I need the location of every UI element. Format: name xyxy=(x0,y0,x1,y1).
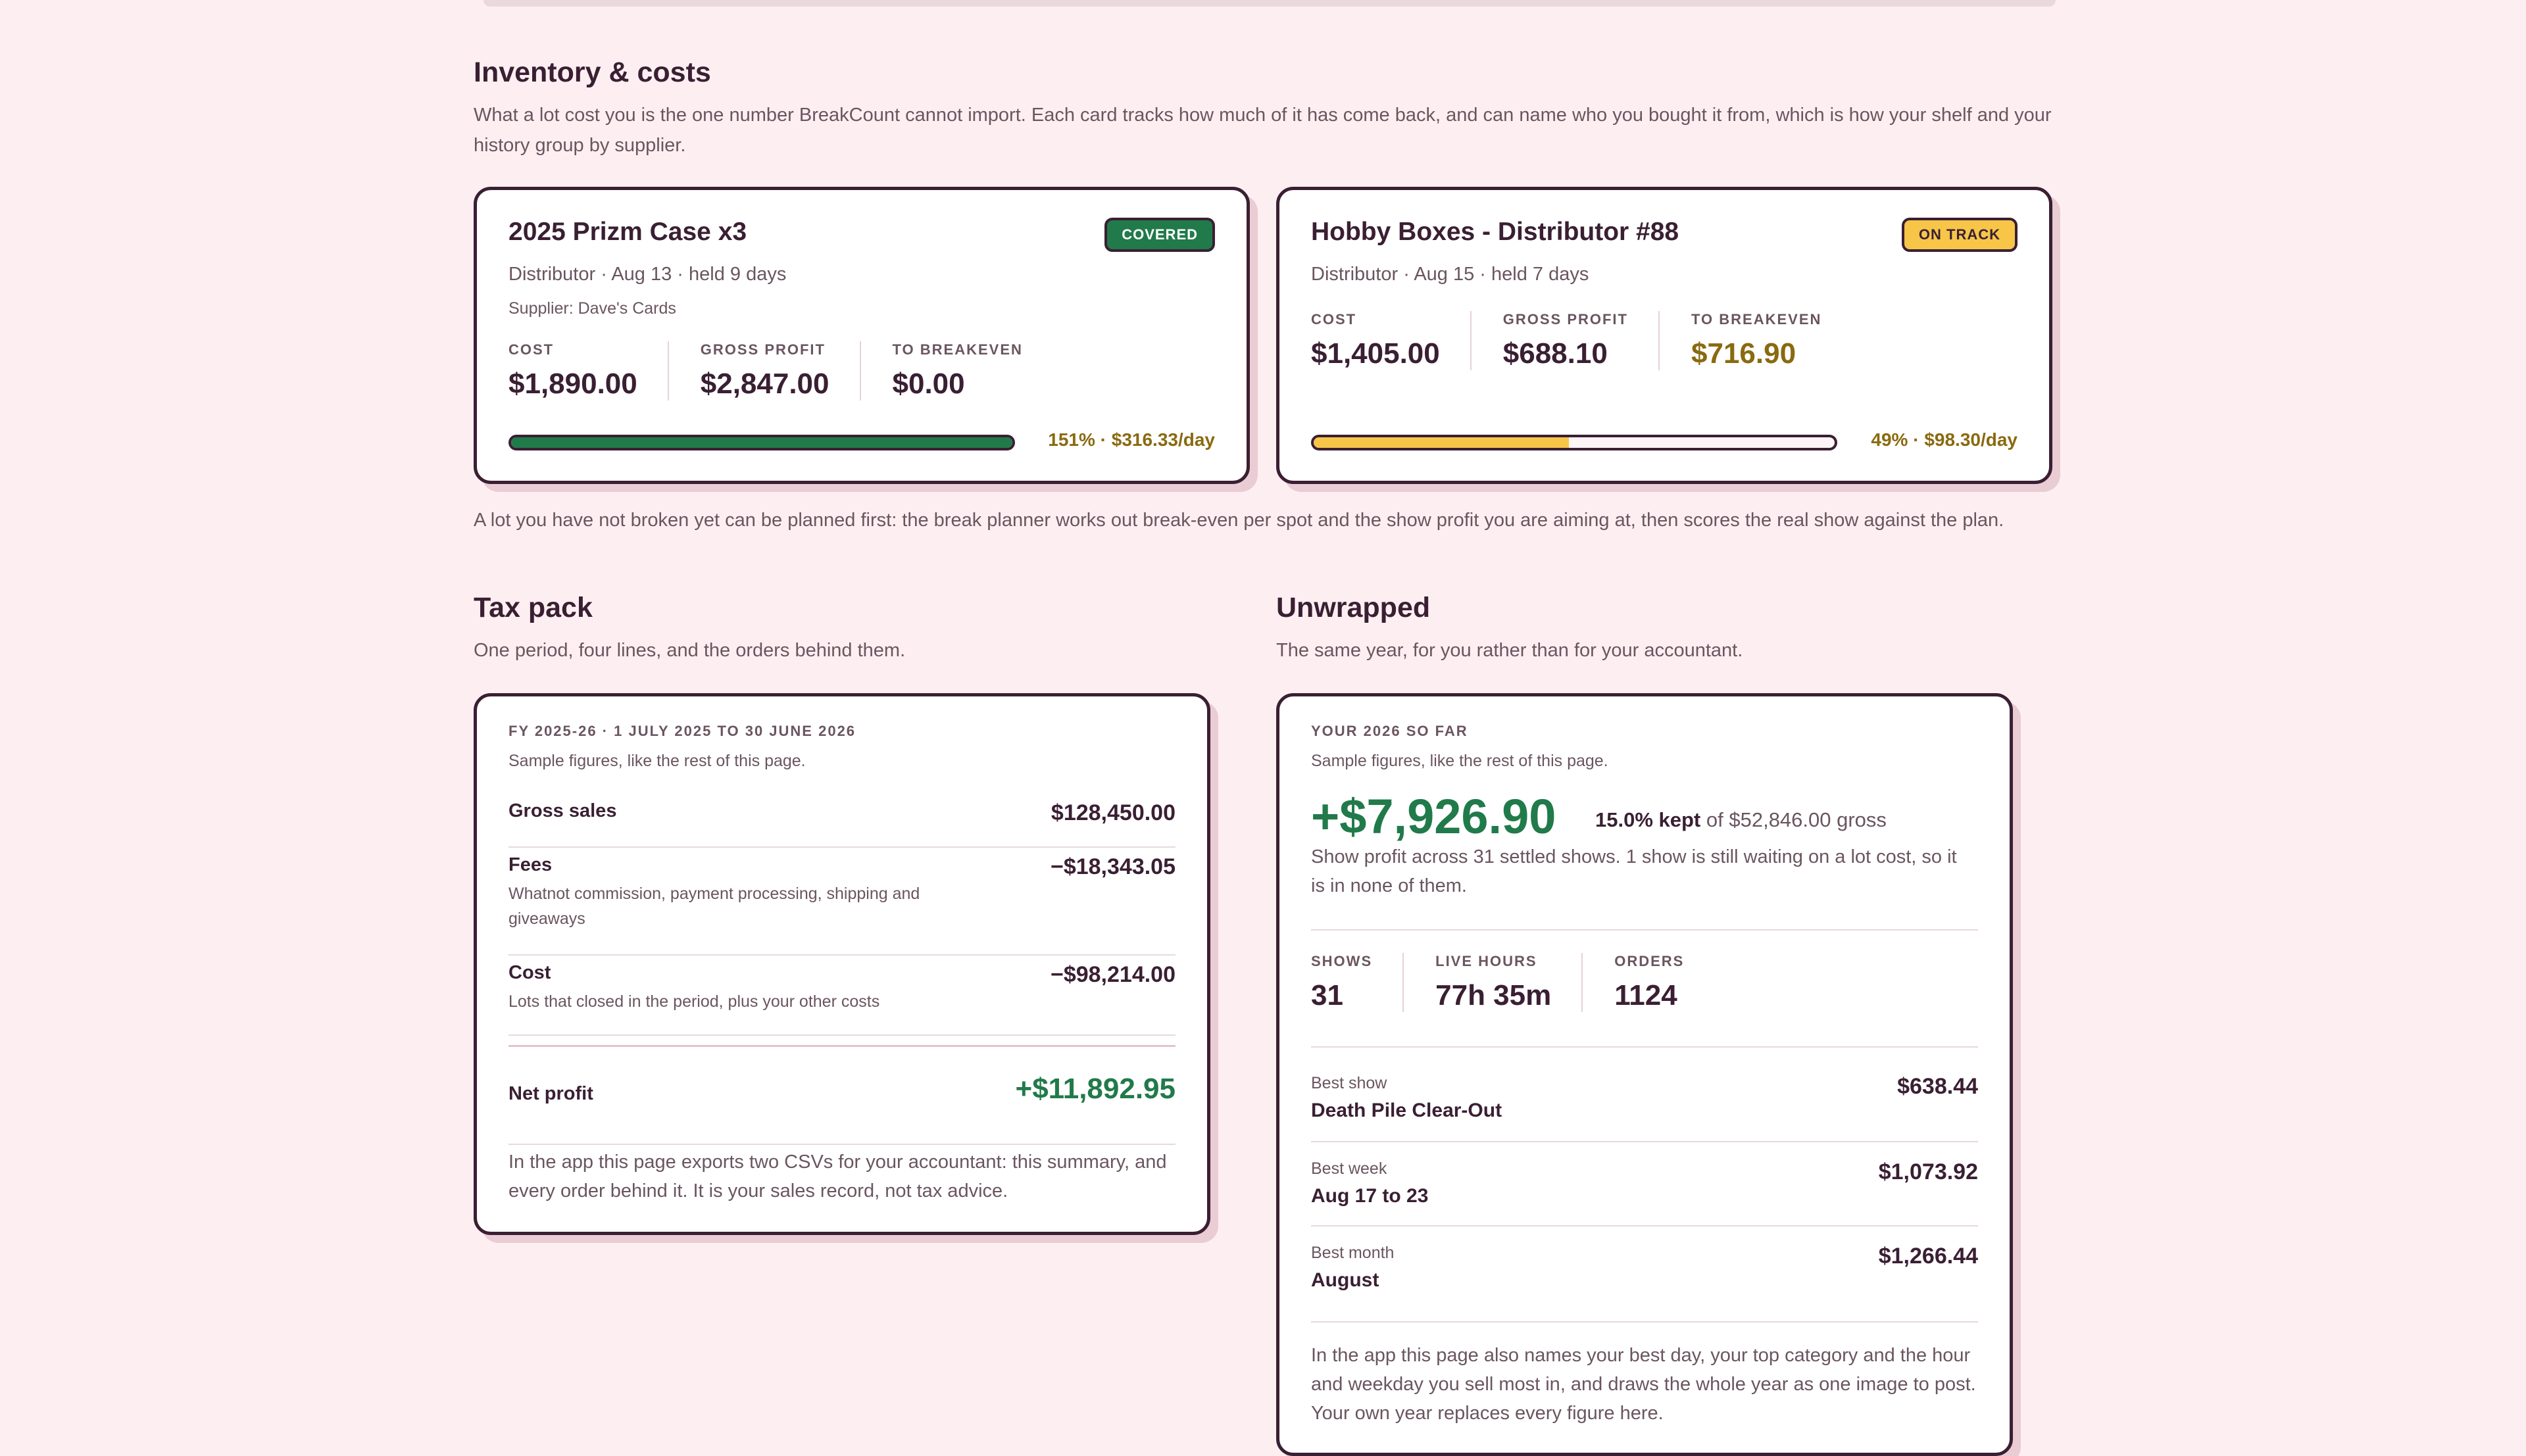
lot-supplier: Supplier: Dave's Cards xyxy=(508,299,676,318)
unwrapped-eyebrow: YOUR 2026 SO FAR xyxy=(1311,723,1468,739)
line-sub: Whatnot commission, payment processing, … xyxy=(508,885,920,928)
profit-summary: Show profit across 31 settled shows. 1 s… xyxy=(1311,846,1957,896)
tax-line-cost: Cost Lots that closed in the period, plu… xyxy=(508,962,1176,1036)
stat-shows: SHOWS 31 xyxy=(1311,953,1404,1012)
line-amount: +$11,892.95 xyxy=(1015,1073,1176,1105)
planner-note: A lot you have not broken yet can be pla… xyxy=(474,510,2004,531)
unwrapped-footer: In the app this page also names your bes… xyxy=(1311,1345,1976,1424)
line-sub: Lots that closed in the period, plus you… xyxy=(508,992,880,1011)
unwrapped-description: The same year, for you rather than for y… xyxy=(1276,640,1743,661)
best-amount: $1,073.92 xyxy=(1878,1159,1978,1184)
page: Inventory & costs What a lot cost you is… xyxy=(474,0,2056,1456)
year-stats: SHOWS 31 LIVE HOURS 77h 35m ORDERS 1124 xyxy=(1311,953,1746,1012)
divider xyxy=(1311,1321,1978,1323)
lot-card[interactable]: Hobby Boxes - Distributor #88 ON TRACK D… xyxy=(1276,187,2052,484)
stat-gross-profit: GROSS PROFIT $688.10 xyxy=(1503,311,1660,370)
divider xyxy=(1311,1046,1978,1048)
recovery-progress-text: 151% · $316.33/day xyxy=(1048,429,1215,450)
stat-label: COST xyxy=(1311,311,1357,328)
line-label: Cost xyxy=(508,962,551,983)
lot-title: Hobby Boxes - Distributor #88 xyxy=(1311,218,1679,246)
stat-orders: ORDERS 1124 xyxy=(1614,953,1714,1012)
best-value: Death Pile Clear-Out xyxy=(1311,1100,1502,1121)
best-value: August xyxy=(1311,1269,1379,1291)
best-month: Best month August $1,266.44 xyxy=(1311,1244,1978,1292)
stat-gross-profit: GROSS PROFIT $2,847.00 xyxy=(701,341,861,400)
stat-value: $1,890.00 xyxy=(508,368,637,400)
unwrapped-card: YOUR 2026 SO FAR Sample figures, like th… xyxy=(1276,693,2013,1456)
line-amount: $128,450.00 xyxy=(1051,800,1176,825)
line-amount: −$98,214.00 xyxy=(1050,962,1176,987)
tax-pack-description: One period, four lines, and the orders b… xyxy=(474,640,906,661)
recovery-progress-text: 49% · $98.30/day xyxy=(1871,429,2018,450)
divider xyxy=(1311,929,1978,931)
lot-card[interactable]: 2025 Prizm Case x3 COVERED Distributor ·… xyxy=(474,187,1250,484)
recovery-progress-bar xyxy=(1311,435,1837,450)
divider xyxy=(1311,1225,1978,1226)
lot-stats: COST $1,890.00 GROSS PROFIT $2,847.00 TO… xyxy=(508,341,1085,400)
year-profit: +$7,926.90 xyxy=(1311,789,1556,844)
tax-line-net-profit: Net profit +$11,892.95 xyxy=(508,1065,1176,1145)
kept-percent: 15.0% kept xyxy=(1595,808,1701,831)
stat-to-breakeven: TO BREAKEVEN $0.00 xyxy=(893,341,1053,400)
recovery-progress-fill xyxy=(1314,437,1570,448)
best-label: Best show xyxy=(1311,1074,1387,1092)
unwrapped-title: Unwrapped xyxy=(1276,592,1431,623)
kept-gross: of $52,846.00 gross xyxy=(1706,808,1887,831)
inventory-description: What a lot cost you is the one number Br… xyxy=(474,105,2052,156)
stat-value: 1124 xyxy=(1614,979,1677,1011)
best-label: Best week xyxy=(1311,1159,1387,1178)
lot-title: 2025 Prizm Case x3 xyxy=(508,218,747,246)
line-label: Net profit xyxy=(508,1083,593,1104)
stat-value: $2,847.00 xyxy=(700,368,830,400)
best-value: Aug 17 to 23 xyxy=(1311,1185,1429,1207)
tax-pack-card: FY 2025-26 · 1 JULY 2025 TO 30 JUNE 2026… xyxy=(474,693,1210,1235)
stat-label: GROSS PROFIT xyxy=(700,341,826,358)
stat-label: ORDERS xyxy=(1614,953,1685,969)
best-amount: $638.44 xyxy=(1897,1074,1978,1099)
best-amount: $1,266.44 xyxy=(1878,1244,1978,1269)
stat-to-breakeven: TO BREAKEVEN $716.90 xyxy=(1691,311,1852,370)
inventory-title: Inventory & costs xyxy=(474,57,711,88)
lot-meta: Distributor · Aug 15 · held 7 days xyxy=(1311,264,1589,285)
stat-value: $688.10 xyxy=(1502,337,1608,370)
recovery-progress-bar xyxy=(508,435,1015,450)
stat-label: SHOWS xyxy=(1311,953,1373,969)
stat-label: TO BREAKEVEN xyxy=(892,341,1023,358)
tax-period: FY 2025-26 · 1 JULY 2025 TO 30 JUNE 2026 xyxy=(508,723,856,739)
divider xyxy=(1311,1141,1978,1142)
lot-stats: COST $1,405.00 GROSS PROFIT $688.10 TO B… xyxy=(1311,311,1883,370)
sample-note: Sample figures, like the rest of this pa… xyxy=(508,752,806,770)
stat-value: $1,405.00 xyxy=(1311,337,1440,370)
stat-cost: COST $1,405.00 xyxy=(1311,311,1472,370)
tax-pack-footer: In the app this page exports two CSVs fo… xyxy=(508,1152,1167,1201)
line-amount: −$18,343.05 xyxy=(1050,854,1176,879)
recovery-progress-fill xyxy=(511,437,1012,448)
tax-pack-title: Tax pack xyxy=(474,592,593,623)
best-show: Best show Death Pile Clear-Out $638.44 xyxy=(1311,1074,1978,1122)
lot-meta: Distributor · Aug 13 · held 9 days xyxy=(508,264,787,285)
stat-cost: COST $1,890.00 xyxy=(508,341,669,400)
previous-section-edge xyxy=(483,0,2056,7)
stat-value: $0.00 xyxy=(892,368,965,400)
tax-line-fees: Fees Whatnot commission, payment process… xyxy=(508,854,1176,956)
stat-label: GROSS PROFIT xyxy=(1502,311,1628,328)
best-week: Best week Aug 17 to 23 $1,073.92 xyxy=(1311,1159,1978,1207)
status-badge: COVERED xyxy=(1104,218,1215,252)
stat-label: LIVE HOURS xyxy=(1435,953,1537,969)
sample-note: Sample figures, like the rest of this pa… xyxy=(1311,752,1608,770)
line-label: Gross sales xyxy=(508,800,617,821)
best-label: Best month xyxy=(1311,1244,1395,1262)
stat-label: TO BREAKEVEN xyxy=(1691,311,1822,328)
stat-label: COST xyxy=(508,341,555,358)
stat-live-hours: LIVE HOURS 77h 35m xyxy=(1435,953,1583,1012)
tax-line-gross-sales: Gross sales $128,450.00 xyxy=(508,800,1176,848)
kept-summary: 15.0% kept of $52,846.00 gross xyxy=(1595,808,1887,832)
line-label: Fees xyxy=(508,854,553,875)
net-divider xyxy=(508,1045,1176,1047)
stat-value: 77h 35m xyxy=(1435,979,1552,1011)
stat-value: 31 xyxy=(1311,979,1343,1011)
stat-value: $716.90 xyxy=(1691,337,1796,370)
status-badge: ON TRACK xyxy=(1901,218,2018,252)
